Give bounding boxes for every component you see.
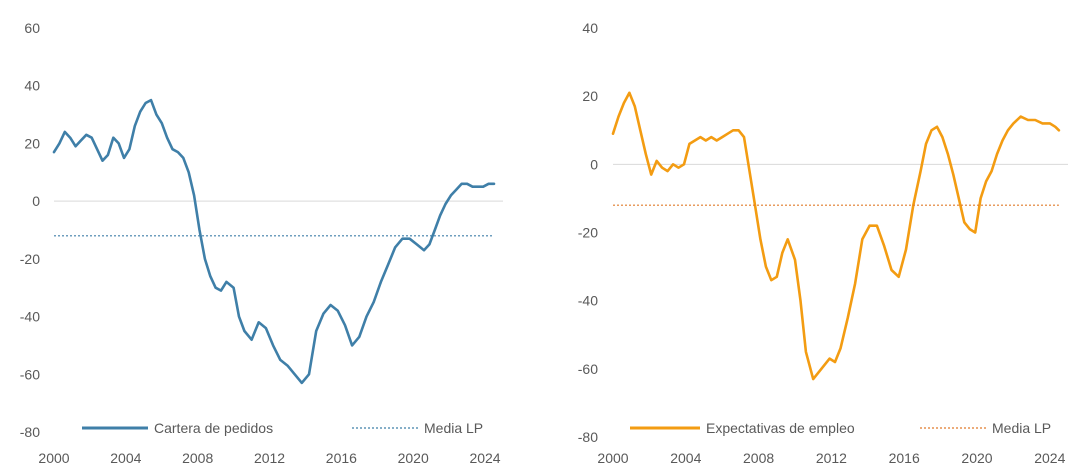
x-tick-label: 2016 — [889, 450, 920, 466]
chart-panel-2: -80 -60 -40 -20 0 20 40 2000 2004 2008 2012 2016 202… — [578, 20, 1068, 466]
legend-label: Media LP — [424, 420, 483, 436]
x-tick-label: 2020 — [398, 450, 429, 466]
y-tick-label: -60 — [578, 361, 598, 377]
x-tick-label: 2012 — [254, 450, 285, 466]
y-tick-label: -80 — [20, 424, 40, 440]
x-tick-label: 2004 — [670, 450, 701, 466]
x-tick-label: 2024 — [1034, 450, 1065, 466]
y-tick-label: 0 — [590, 156, 598, 172]
y-tick-label: -40 — [20, 309, 40, 325]
x-tick-label: 2000 — [597, 450, 628, 466]
y-tick-label: 40 — [24, 78, 40, 94]
y-tick-label: 0 — [32, 193, 40, 209]
y-tick-label: 20 — [582, 88, 598, 104]
series-line-main — [611, 91, 1061, 381]
y-tick-label: 40 — [582, 20, 598, 36]
x-tick-label: 2024 — [469, 450, 500, 466]
x-tick-label: 2016 — [326, 450, 357, 466]
legend-label: Media LP — [992, 420, 1051, 436]
x-tick-label: 2012 — [816, 450, 847, 466]
chart-panel-1: -80 -60 -40 -20 0 20 40 60 2000 2004 2008 2012 2016 2… — [20, 20, 503, 466]
y-tick-label: -20 — [578, 225, 598, 241]
y-tick-label: 20 — [24, 135, 40, 151]
series-line-main — [52, 98, 496, 385]
y-tick-label: -20 — [20, 251, 40, 267]
x-tick-label: 2020 — [961, 450, 992, 466]
y-tick-label: -80 — [578, 429, 598, 445]
y-tick-label: -40 — [578, 293, 598, 309]
x-tick-label: 2004 — [110, 450, 141, 466]
y-tick-label: 60 — [24, 20, 40, 36]
legend-label: Cartera de pedidos — [154, 420, 273, 436]
y-tick-label: -60 — [20, 366, 40, 382]
x-tick-label: 2008 — [182, 450, 213, 466]
x-tick-label: 2008 — [743, 450, 774, 466]
x-tick-label: 2000 — [38, 450, 69, 466]
legend-label: Expectativas de empleo — [706, 420, 855, 436]
